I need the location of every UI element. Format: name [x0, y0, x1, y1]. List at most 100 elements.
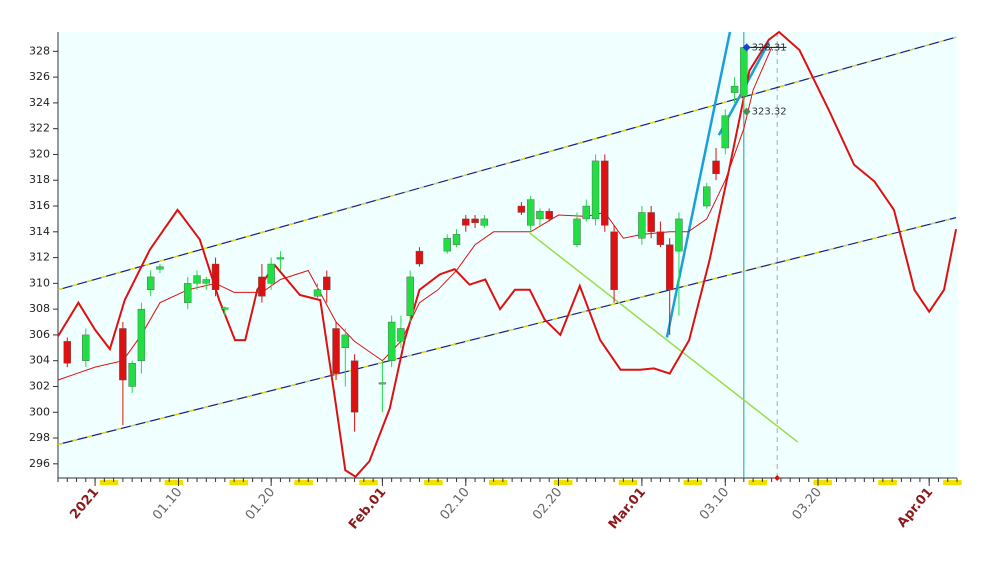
annotation-marker	[742, 43, 751, 52]
y-tick-label: 324	[29, 96, 50, 109]
candle-body	[184, 283, 192, 303]
candle-body	[211, 263, 220, 291]
weekend-marker	[748, 480, 758, 485]
weekend-marker	[878, 480, 888, 485]
y-tick-label: 296	[29, 457, 50, 470]
candle-body	[332, 328, 340, 374]
x-tick-label: 2021	[67, 485, 102, 522]
weekend-marker	[488, 480, 499, 485]
candle-body	[221, 307, 229, 310]
candle-body	[601, 160, 609, 226]
candle-body	[536, 210, 544, 220]
weekend-marker	[887, 480, 897, 485]
overlay-line	[529, 232, 799, 443]
overlay-line-dash	[57, 36, 957, 291]
candle-body	[267, 263, 275, 284]
weekend-marker	[294, 480, 304, 485]
weekend-marker	[822, 480, 832, 485]
candle-body	[258, 276, 266, 297]
x-tick-label: 01.10	[150, 485, 185, 523]
candle-body	[591, 160, 600, 220]
overlay-line	[665, 31, 732, 338]
weekend-marker	[303, 480, 313, 485]
candle-body	[313, 289, 322, 297]
y-tick-label: 304	[29, 354, 50, 367]
candle-body	[63, 341, 71, 364]
candle-body	[545, 210, 553, 220]
y-tick-label: 318	[29, 173, 50, 186]
x-tick-label: 02.10	[437, 485, 472, 523]
y-tick-label: 310	[29, 276, 50, 289]
weekend-marker	[368, 480, 378, 485]
x-tick-label: Mar.01	[606, 485, 649, 532]
vertical-marker-end	[774, 475, 781, 481]
weekend-marker	[943, 480, 953, 485]
x-tick-label: 01.20	[243, 485, 278, 523]
weekend-marker	[109, 480, 119, 485]
candle-body	[452, 234, 461, 245]
weekend-marker	[229, 480, 239, 485]
annotation-marker	[742, 107, 751, 116]
candle-body	[397, 328, 405, 342]
candle-body	[703, 186, 711, 207]
candle-body	[137, 308, 146, 361]
candle-body	[656, 231, 665, 245]
annotation-label: 328.31	[752, 42, 787, 53]
candle-body	[156, 266, 164, 270]
weekend-marker	[618, 480, 629, 485]
y-tick-label: 306	[29, 328, 50, 341]
candle-body	[573, 218, 581, 245]
candle-body	[462, 218, 470, 226]
weekend-marker	[757, 480, 768, 485]
candle-body	[610, 231, 618, 291]
x-tick-label: 03.10	[697, 485, 732, 523]
candle-body	[276, 257, 285, 260]
y-tick-label: 302	[29, 379, 50, 392]
weekend-marker	[498, 480, 508, 485]
candle-body	[480, 218, 489, 226]
x-tick-label: Feb.01	[346, 485, 389, 533]
candle-body	[517, 205, 526, 213]
candle-body	[202, 279, 210, 284]
weekend-marker	[692, 480, 703, 485]
weekend-marker	[99, 480, 110, 485]
y-tick-label: 328	[29, 44, 50, 57]
candle-body	[387, 321, 396, 361]
annotation-label: 323.32	[752, 107, 787, 118]
weekend-marker	[433, 480, 443, 485]
y-tick-label: 326	[29, 70, 50, 83]
candle-body	[730, 85, 739, 93]
candle-body	[193, 275, 201, 284]
candle-body	[712, 160, 720, 174]
candle-body	[526, 199, 535, 226]
x-tick-label: Apr.01	[895, 485, 937, 531]
candle-body	[146, 276, 155, 291]
candle-body	[471, 218, 479, 223]
candle-body	[119, 328, 127, 381]
weekend-marker	[238, 480, 249, 485]
y-tick-label: 316	[29, 199, 50, 212]
candle-body	[341, 334, 350, 349]
candle-body	[647, 212, 655, 232]
candle-body	[740, 47, 748, 97]
candle-body	[82, 334, 90, 361]
weekend-marker	[563, 480, 573, 485]
candle-body	[323, 276, 331, 291]
candle-body	[721, 115, 729, 149]
candle-body	[675, 218, 683, 252]
weekend-marker	[424, 480, 434, 485]
weekend-marker	[952, 480, 962, 485]
x-tick-label: 03.20	[790, 485, 825, 523]
x-tick-label: 02.20	[530, 485, 565, 523]
plot-background	[58, 32, 957, 478]
candle-body	[128, 363, 136, 387]
y-tick-label: 320	[29, 147, 50, 160]
weekend-marker	[164, 480, 174, 485]
candle-body	[443, 238, 451, 252]
y-tick-label: 308	[29, 302, 50, 315]
y-tick-label: 312	[29, 251, 50, 264]
candle-body	[378, 382, 387, 385]
candle-body	[665, 244, 674, 291]
candle-body	[582, 205, 590, 220]
